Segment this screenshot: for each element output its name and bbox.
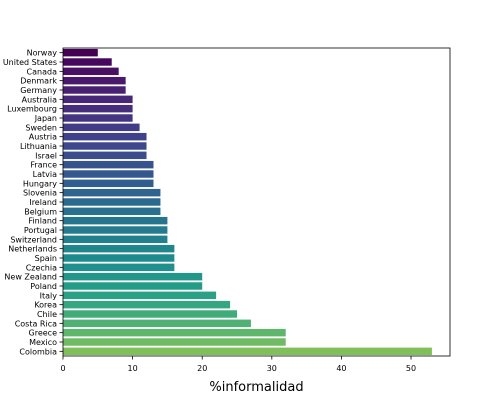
- y-tick-label-costa-rica: Costa Rica: [15, 319, 57, 328]
- y-tick-label-lithuania: Lithuania: [20, 142, 57, 151]
- y-tick-label-australia: Australia: [22, 95, 57, 104]
- y-tick-label-greece: Greece: [29, 329, 58, 338]
- y-tick-label-austria: Austria: [29, 133, 57, 142]
- bars-group: [63, 48, 432, 356]
- bar-costa-rica: [63, 319, 251, 328]
- bar-denmark: [63, 76, 126, 85]
- x-tick-label-0: 0: [60, 364, 65, 373]
- bar-chile: [63, 310, 238, 318]
- y-tick-label-norway: Norway: [27, 49, 58, 58]
- y-tick-label-latvia: Latvia: [33, 170, 57, 179]
- y-tick-label-finland: Finland: [28, 217, 57, 226]
- x-tick-label-20: 20: [197, 364, 207, 373]
- bar-latvia: [63, 170, 154, 178]
- y-tick-label-czechia: Czechia: [26, 263, 57, 272]
- bar-finland: [63, 216, 168, 225]
- y-tick-label-japan: Japan: [34, 114, 57, 123]
- y-tick-label-italy: Italy: [40, 291, 58, 300]
- bar-czechia: [63, 263, 175, 272]
- bar-austria: [63, 132, 147, 141]
- y-tick-label-new-zealand: New Zealand: [4, 273, 57, 282]
- y-tick-label-denmark: Denmark: [20, 77, 57, 86]
- bar-hungary: [63, 179, 154, 188]
- y-tick-label-belgium: Belgium: [24, 207, 57, 216]
- y-tick-label-ireland: Ireland: [29, 198, 57, 207]
- x-axis-ticks: 0 10 20 30 40 50: [60, 356, 416, 373]
- y-tick-label-chile: Chile: [37, 310, 57, 319]
- x-tick-label-50: 50: [406, 364, 416, 373]
- x-tick-label-10: 10: [128, 364, 138, 373]
- y-tick-label-france: France: [30, 161, 57, 170]
- bar-italy: [63, 291, 217, 300]
- y-tick-label-slovenia: Slovenia: [23, 189, 57, 198]
- bar-portugal: [63, 226, 168, 234]
- y-tick-label-sweden: Sweden: [25, 123, 57, 132]
- bar-canada: [63, 67, 119, 76]
- bar-ireland: [63, 198, 161, 206]
- y-tick-label-hungary: Hungary: [23, 179, 57, 188]
- y-tick-label-spain: Spain: [35, 254, 57, 263]
- bar-lithuania: [63, 142, 147, 150]
- bar-france: [63, 160, 154, 169]
- y-tick-label-colombia: Colombia: [19, 347, 57, 356]
- y-tick-label-canada: Canada: [27, 67, 58, 76]
- bar-luxembourg: [63, 104, 133, 113]
- x-axis-label: %informalidad: [209, 380, 303, 395]
- bar-germany: [63, 86, 126, 94]
- bar-korea: [63, 300, 231, 309]
- y-tick-label-luxembourg: Luxembourg: [7, 105, 57, 114]
- bar-mexico: [63, 338, 286, 346]
- bar-colombia: [63, 347, 432, 356]
- bar-poland: [63, 282, 203, 290]
- y-tick-label-united-states: United States: [3, 58, 57, 67]
- bar-australia: [63, 95, 133, 104]
- bar-new-zealand: [63, 272, 203, 281]
- x-tick-label-30: 30: [267, 364, 277, 373]
- bar-israel: [63, 151, 147, 160]
- x-tick-label-40: 40: [336, 364, 346, 373]
- plot-frame: [62, 47, 451, 357]
- bar-belgium: [63, 207, 161, 216]
- bar-norway: [63, 48, 98, 57]
- y-tick-label-korea: Korea: [34, 301, 57, 310]
- y-tick-label-portugal: Portugal: [24, 226, 57, 235]
- y-tick-label-switzerland: Switzerland: [10, 235, 57, 244]
- bar-japan: [63, 114, 133, 122]
- bar-spain: [63, 254, 175, 262]
- bar-slovenia: [63, 188, 161, 197]
- y-tick-label-mexico: Mexico: [29, 338, 57, 347]
- y-tick-label-israel: Israel: [35, 151, 57, 160]
- bar-netherlands: [63, 244, 175, 253]
- bar-sweden: [63, 123, 140, 132]
- bar-greece: [63, 328, 286, 337]
- bar-switzerland: [63, 235, 168, 244]
- bar-united-states: [63, 58, 112, 66]
- y-tick-label-netherlands: Netherlands: [8, 245, 57, 254]
- y-tick-label-germany: Germany: [20, 86, 57, 95]
- y-tick-label-poland: Poland: [30, 282, 57, 291]
